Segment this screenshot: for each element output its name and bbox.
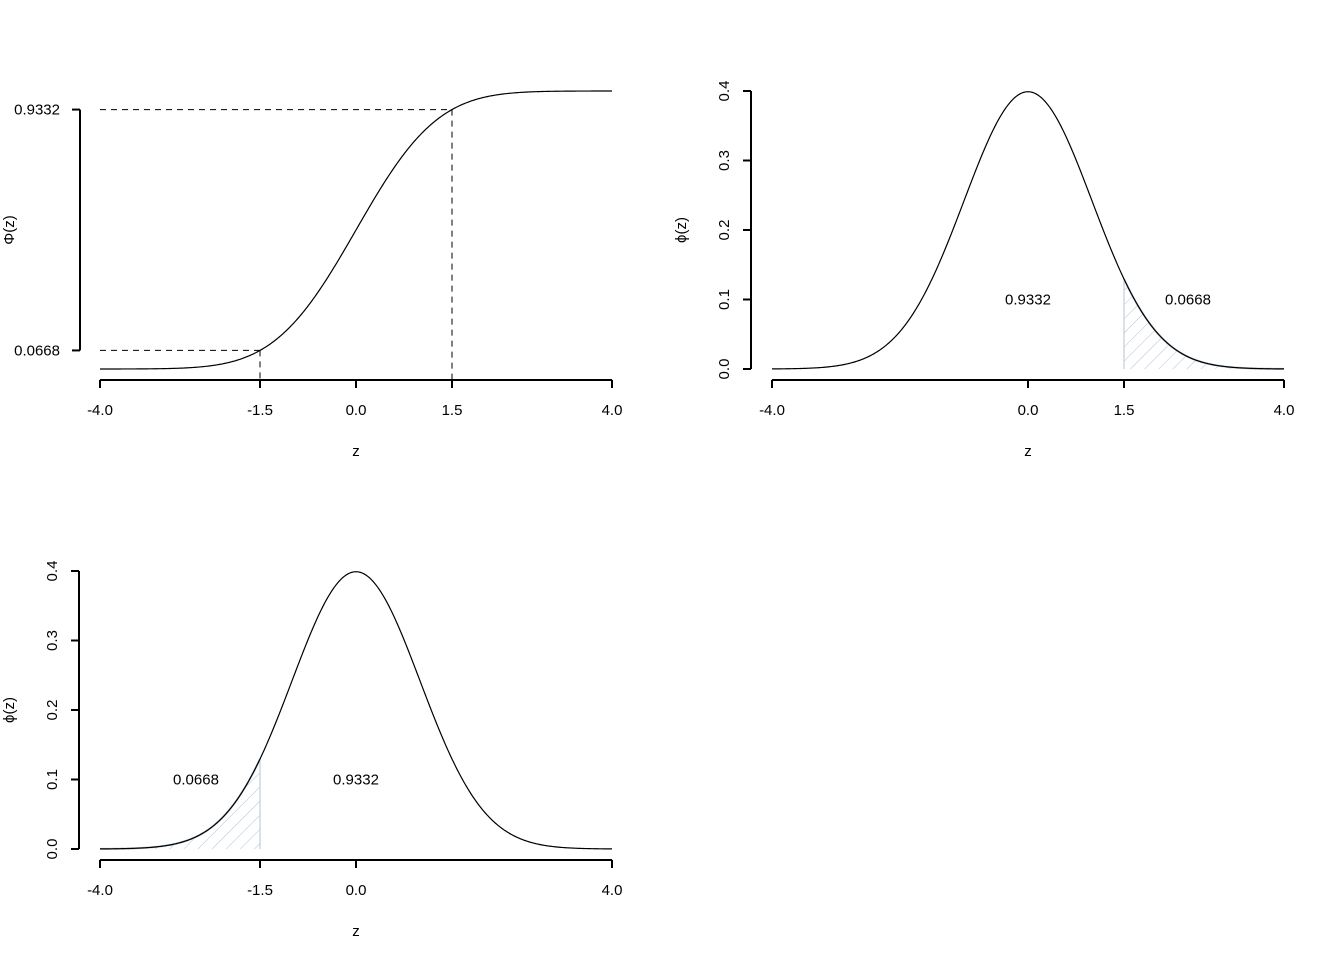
y-tick-label: 0.1 <box>44 769 61 790</box>
area-annotation: 0.9332 <box>333 772 379 789</box>
y-axis-label: Φ(z) <box>1 215 18 244</box>
y-tick-label: 0.2 <box>44 700 61 721</box>
y-tick-label: 0.0668 <box>14 342 60 359</box>
area-annotation: 0.0668 <box>173 772 219 789</box>
y-tick-label: 0.3 <box>716 150 733 171</box>
x-tick-label: 0.0 <box>1018 402 1039 419</box>
x-tick-label: 1.5 <box>1114 402 1135 419</box>
x-tick-label: 4.0 <box>1274 402 1295 419</box>
y-tick-label: 0.3 <box>44 630 61 651</box>
y-tick-label: 0.1 <box>716 289 733 310</box>
area-annotation: 0.0668 <box>1165 292 1211 309</box>
pdf-lower-tail-panel: -4.0 -1.5 0.0 4.0 z 0.0 0.1 0.2 0.3 0.4 ϕ(z) 0.0668… <box>1 561 622 940</box>
x-tick-label: 4.0 <box>602 882 623 899</box>
shaded-tail-area <box>100 758 260 849</box>
y-tick-label: 0.2 <box>716 220 733 241</box>
x-tick-label: 0.0 <box>346 402 367 419</box>
y-tick-label: 0.9332 <box>14 102 60 119</box>
x-tick-label: 0.0 <box>346 882 367 899</box>
x-tick-label: 4.0 <box>602 402 623 419</box>
shaded-tail-area <box>1124 278 1284 369</box>
y-axis-label: ϕ(z) <box>673 217 690 243</box>
pdf-upper-tail-panel: -4.0 0.0 1.5 4.0 z 0.0 0.1 0.2 0.3 0.4 ϕ(z) 0.9332 0… <box>673 81 1294 460</box>
y-tick-label: 0.4 <box>44 561 61 582</box>
x-axis-label: z <box>352 443 360 460</box>
curve <box>99 571 613 850</box>
curve <box>771 91 1285 370</box>
y-tick-label: 0.4 <box>716 81 733 102</box>
x-axis-label: z <box>1024 443 1032 460</box>
cdf-panel: -4.0 -1.5 0.0 1.5 4.0 z 0.0668 0.9332 Φ(z) <box>1 90 623 460</box>
x-axis-label: z <box>352 923 360 940</box>
y-tick-label: 0.0 <box>716 359 733 380</box>
x-tick-label: -1.5 <box>247 402 273 419</box>
x-tick-label: -4.0 <box>759 402 785 419</box>
x-tick-label: -4.0 <box>87 402 113 419</box>
x-tick-label: 1.5 <box>442 402 463 419</box>
y-tick-label: 0.0 <box>44 839 61 860</box>
curve <box>100 90 612 370</box>
area-annotation: 0.9332 <box>1005 292 1051 309</box>
x-tick-label: -1.5 <box>247 882 273 899</box>
x-tick-label: -4.0 <box>87 882 113 899</box>
y-axis-label: ϕ(z) <box>1 697 18 723</box>
